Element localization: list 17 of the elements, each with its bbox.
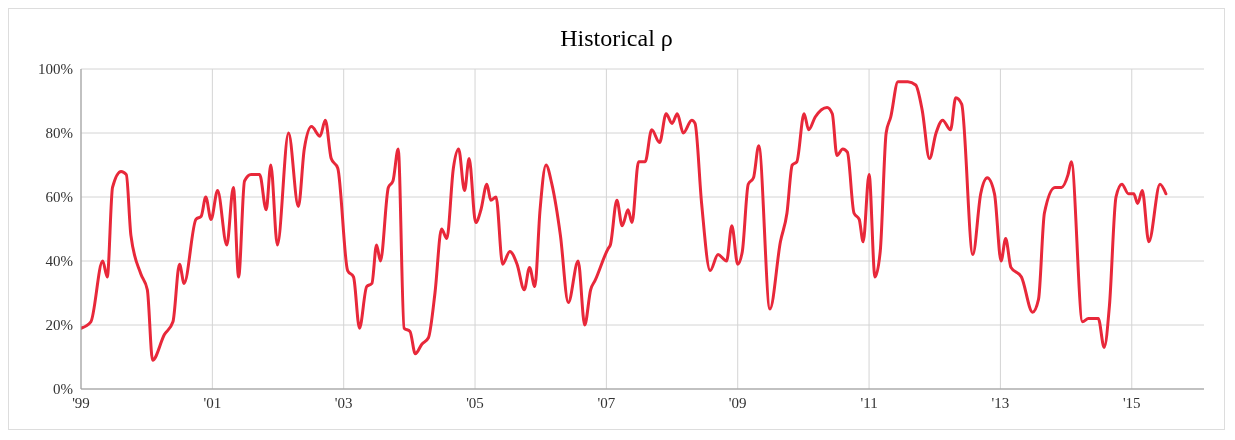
x-tick-label: '15: [1122, 394, 1141, 411]
x-tick-label: '09: [728, 394, 747, 411]
y-tick-label: 0%: [53, 381, 73, 398]
x-tick-label: '05: [466, 394, 484, 411]
y-tick-label: 60%: [45, 189, 73, 206]
chart-title: Historical ρ: [559, 25, 674, 53]
y-tick-label: 100%: [38, 61, 73, 78]
y-tick-label: 20%: [45, 317, 73, 334]
y-tick-label: 40%: [45, 253, 73, 270]
x-tick-label: '11: [860, 394, 878, 411]
x-tick-label: '01: [203, 394, 222, 411]
x-tick-label: '07: [597, 394, 616, 411]
y-tick-label: 80%: [45, 125, 73, 142]
x-tick-label: '99: [72, 394, 90, 411]
x-tick-label: '13: [991, 394, 1010, 411]
x-tick-label: '03: [334, 394, 353, 411]
line-series: [81, 80, 1168, 362]
